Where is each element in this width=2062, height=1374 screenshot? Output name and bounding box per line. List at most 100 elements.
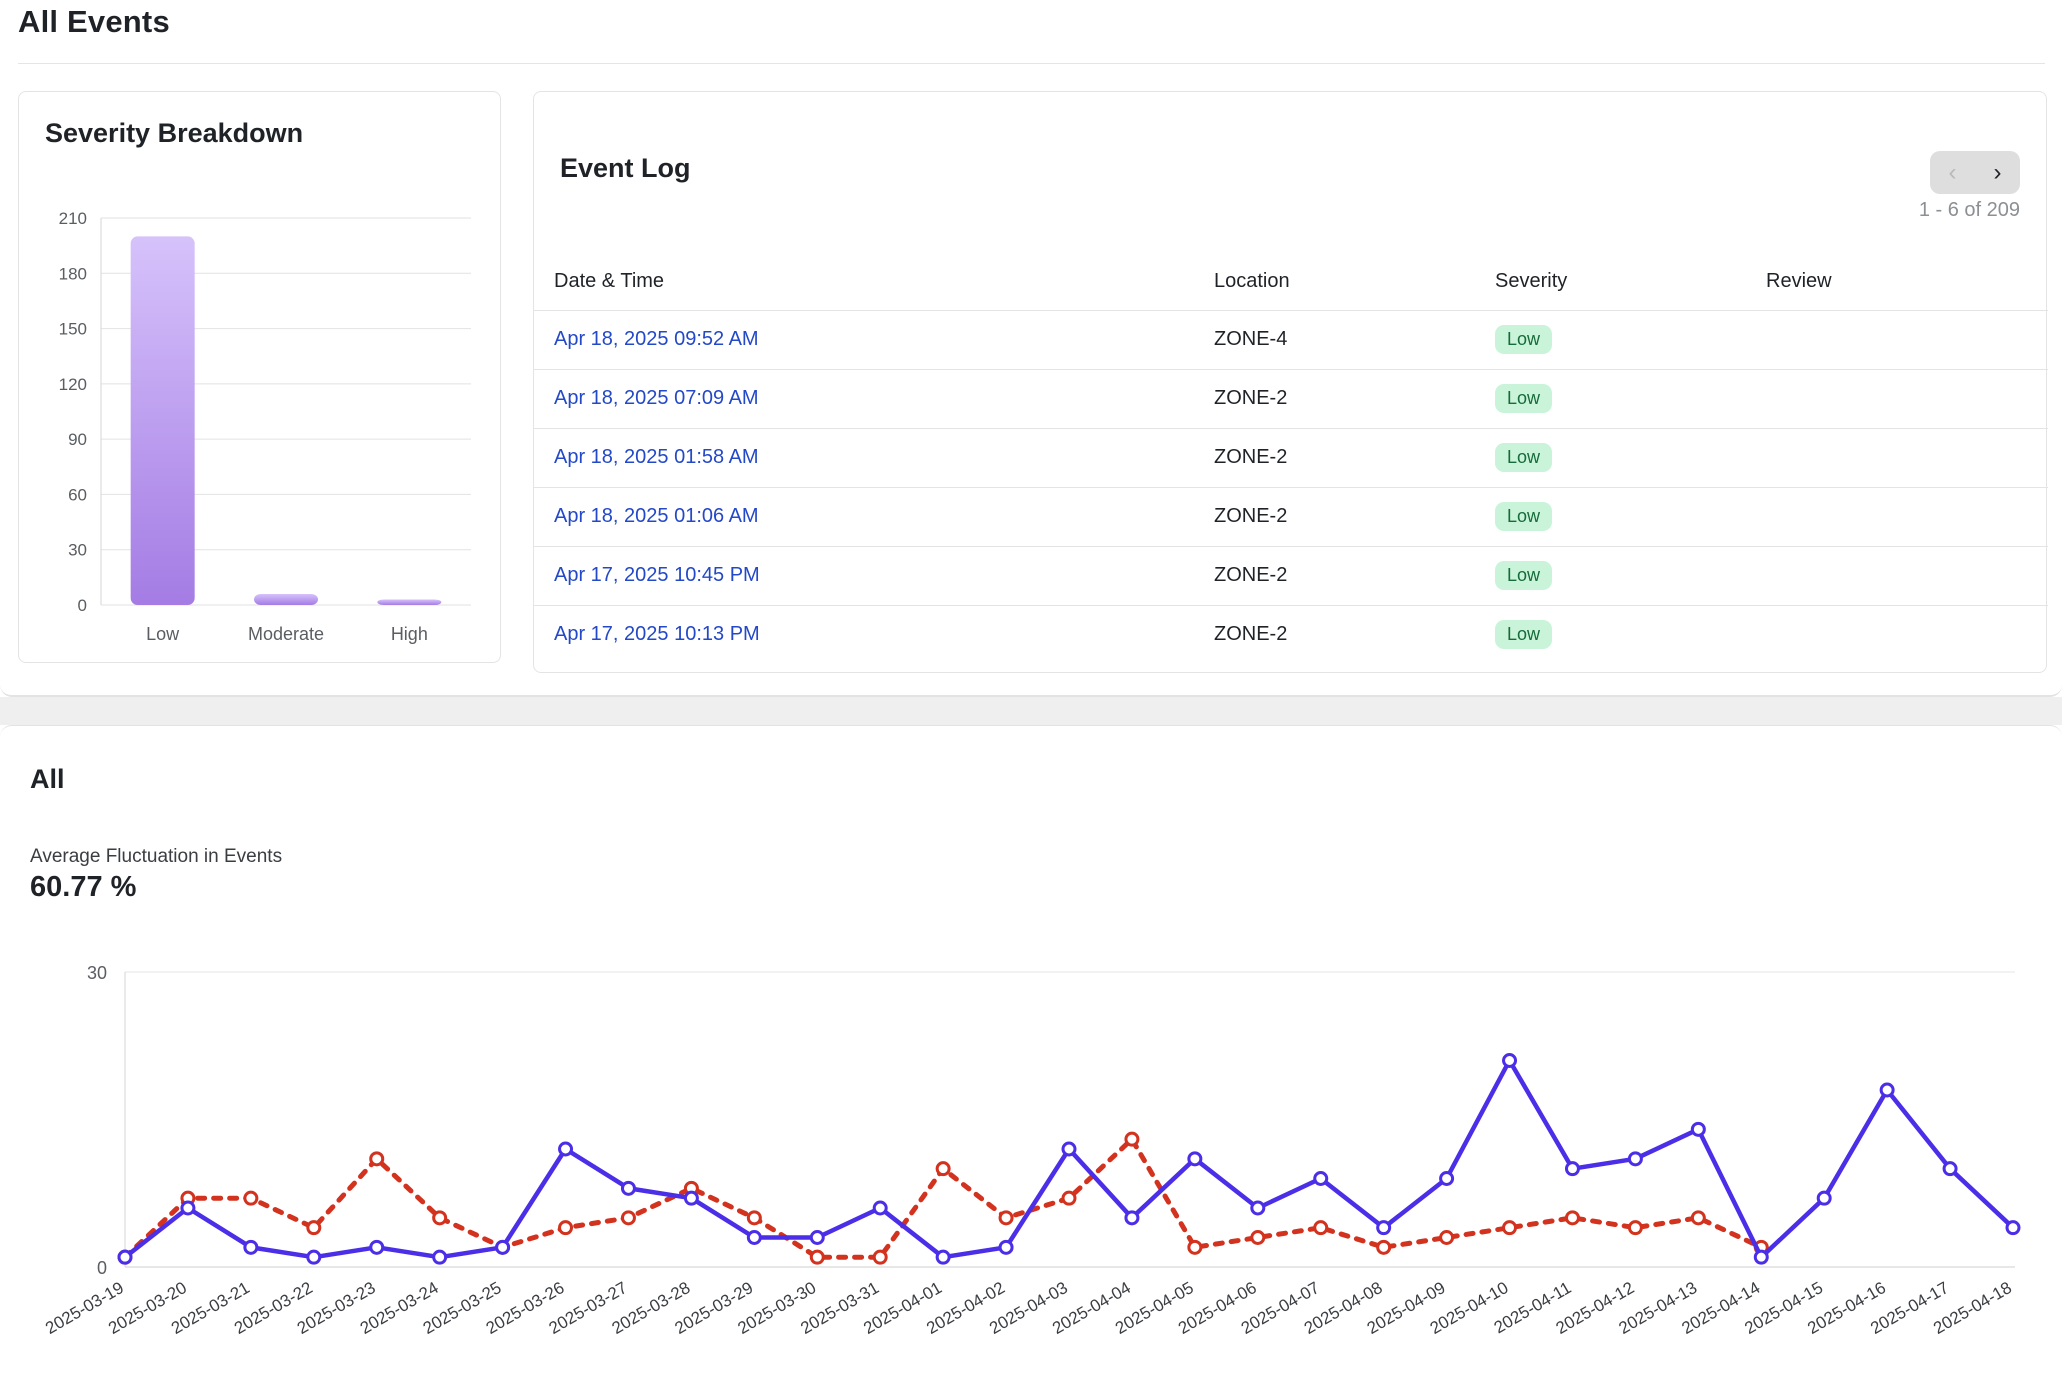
table-header-row: Date & Time Location Severity Review [534, 254, 2048, 311]
event-log-card: Event Log ‹ › 1 - 6 of 209 Date & Time L… [533, 91, 2048, 673]
series-point-0[interactable] [1753, 1249, 1769, 1265]
review-cell [1766, 369, 2048, 429]
series-point-1[interactable] [620, 1210, 636, 1226]
series-point-0[interactable] [620, 1180, 636, 1196]
bar-high[interactable] [377, 599, 442, 605]
series-point-0[interactable] [683, 1190, 699, 1206]
table-row: Apr 18, 2025 07:09 AM ZONE-2 Low [534, 369, 2048, 429]
severity-breakdown-title: Severity Breakdown [45, 118, 304, 148]
column-header-review[interactable]: Review [1766, 254, 2048, 311]
series-point-1[interactable] [1564, 1210, 1580, 1226]
fluctuation-section: All Average Fluctuation in Events 60.77 … [0, 725, 2062, 1374]
column-header-location[interactable]: Location [1214, 254, 1495, 311]
bar-moderate[interactable] [254, 593, 318, 605]
event-date-link[interactable]: Apr 18, 2025 01:58 AM [554, 446, 759, 468]
series-point-0[interactable] [558, 1141, 574, 1157]
series-point-0[interactable] [1627, 1151, 1643, 1167]
chevron-right-icon[interactable]: › [1993, 158, 2002, 186]
severity-bar-chart: 0 30 60 90 120 150 180 210 Low Moderate High [59, 209, 471, 644]
series-point-1[interactable] [1313, 1220, 1329, 1236]
series-point-1[interactable] [1061, 1190, 1077, 1206]
fluctuation-stat-value: 60.77 % [30, 871, 137, 903]
series-point-0[interactable] [243, 1239, 259, 1255]
series-point-0[interactable] [1502, 1053, 1518, 1068]
line-y-tick-label: 0 [97, 1258, 107, 1278]
series-point-0[interactable] [1250, 1200, 1266, 1216]
severity-breakdown-card: Severity Breakdown 0 30 60 90 120 150 180 210 Lo… [18, 91, 501, 663]
event-date-link[interactable]: Apr 17, 2025 10:13 PM [554, 623, 760, 646]
series-point-1[interactable] [1690, 1210, 1706, 1226]
series-point-1[interactable] [998, 1210, 1014, 1226]
series-point-1[interactable] [558, 1220, 574, 1236]
date-cell: Apr 18, 2025 01:06 AM [534, 487, 1214, 547]
series-point-0[interactable] [1061, 1141, 1077, 1157]
page-title: All Events [18, 4, 170, 39]
series-point-0[interactable] [180, 1200, 196, 1216]
series-point-0[interactable] [809, 1230, 825, 1245]
series-point-0[interactable] [1376, 1220, 1392, 1236]
series-point-1[interactable] [369, 1151, 385, 1167]
series-point-0[interactable] [1564, 1161, 1580, 1177]
series-point-0[interactable] [1124, 1210, 1140, 1226]
series-point-1[interactable] [746, 1210, 762, 1226]
series-point-0[interactable] [495, 1239, 511, 1255]
fluctuation-title: All [30, 764, 65, 794]
series-point-0[interactable] [935, 1249, 951, 1265]
series-point-0[interactable] [117, 1249, 133, 1265]
chevron-left-icon[interactable]: ‹ [1948, 158, 1957, 186]
series-point-0[interactable] [1313, 1171, 1329, 1186]
section-separator [0, 697, 2062, 725]
bar-category-label: Moderate [248, 624, 324, 644]
series-point-1[interactable] [1439, 1230, 1455, 1245]
series-point-1[interactable] [1627, 1220, 1643, 1236]
series-point-1[interactable] [935, 1161, 951, 1177]
series-point-0[interactable] [1879, 1082, 1895, 1098]
series-point-0[interactable] [1942, 1161, 1958, 1177]
event-date-link[interactable]: Apr 17, 2025 10:45 PM [554, 564, 760, 586]
series-point-1[interactable] [1124, 1131, 1140, 1147]
series-point-0[interactable] [1690, 1121, 1706, 1137]
column-header-severity[interactable]: Severity [1495, 254, 1766, 311]
series-point-0[interactable] [998, 1239, 1014, 1255]
bar-y-tick-label: 150 [59, 320, 87, 339]
pagination-control: ‹ › [1930, 151, 2020, 194]
series-point-0[interactable] [306, 1249, 322, 1265]
series-point-1[interactable] [1250, 1230, 1266, 1245]
series-point-0[interactable] [1187, 1151, 1203, 1167]
date-cell: Apr 17, 2025 10:13 PM [534, 605, 1214, 664]
review-cell [1766, 428, 2048, 488]
bar-category-label: Low [146, 624, 180, 644]
severity-cell: Low [1495, 428, 1766, 488]
event-date-link[interactable]: Apr 18, 2025 01:06 AM [554, 505, 759, 527]
series-point-1[interactable] [1502, 1220, 1518, 1236]
date-cell: Apr 18, 2025 07:09 AM [534, 369, 1214, 429]
series-point-0[interactable] [2005, 1220, 2021, 1236]
event-date-link[interactable]: Apr 18, 2025 07:09 AM [554, 387, 759, 409]
series-point-1[interactable] [432, 1210, 448, 1226]
series-point-1[interactable] [1187, 1239, 1203, 1255]
series-point-1[interactable] [1376, 1239, 1392, 1255]
table-row: Apr 18, 2025 01:06 AM ZONE-2 Low [534, 487, 2048, 547]
severity-badge: Low [1495, 325, 1553, 354]
event-date-link[interactable]: Apr 18, 2025 09:52 AM [554, 328, 759, 350]
series-point-1[interactable] [872, 1249, 888, 1265]
series-point-1[interactable] [809, 1249, 825, 1265]
series-point-0[interactable] [432, 1249, 448, 1265]
title-divider [18, 63, 2045, 64]
date-cell: Apr 18, 2025 01:58 AM [534, 428, 1214, 488]
review-cell [1766, 487, 2048, 547]
bar-low[interactable] [130, 236, 195, 605]
series-point-0[interactable] [746, 1230, 762, 1245]
series-point-1[interactable] [306, 1220, 322, 1236]
series-line-solid [122, 1058, 2016, 1260]
series-point-1[interactable] [243, 1190, 259, 1206]
series-point-0[interactable] [872, 1200, 888, 1216]
severity-badge: Low [1495, 620, 1553, 650]
series-point-0[interactable] [1816, 1190, 1832, 1206]
severity-cell: Low [1495, 369, 1766, 429]
column-header-date[interactable]: Date & Time [534, 254, 1214, 311]
series-point-0[interactable] [369, 1239, 385, 1255]
series-point-0[interactable] [1439, 1171, 1455, 1186]
line-y-tick-label: 30 [87, 963, 107, 983]
